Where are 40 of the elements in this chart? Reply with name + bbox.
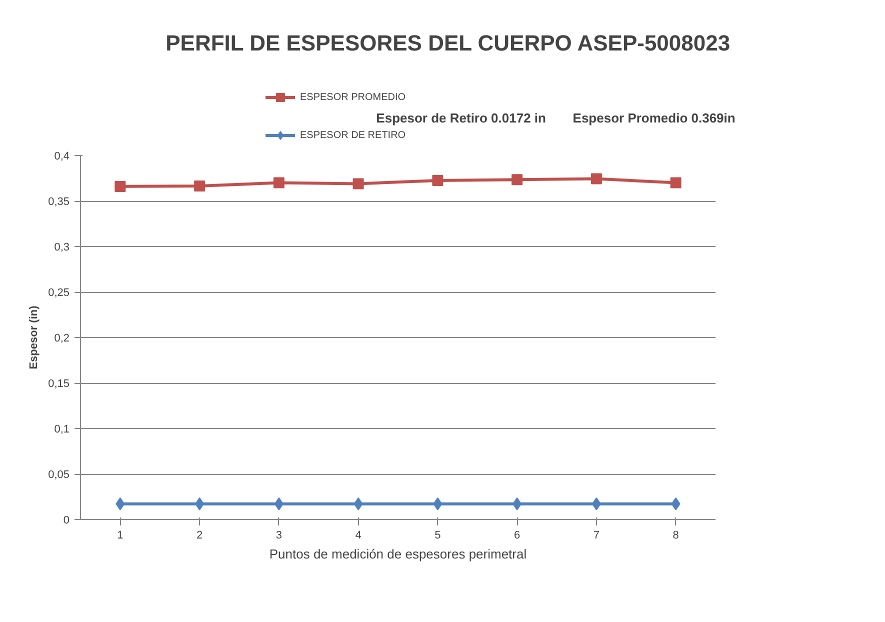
point	[512, 497, 522, 510]
x-tick-label: 4	[355, 530, 362, 542]
point	[590, 173, 602, 184]
y-tick-label: 0,2	[54, 332, 70, 344]
text: Espesor de Retiro 0.0172 in	[376, 110, 546, 126]
y-tick-label: 0,3	[54, 242, 70, 254]
point	[116, 497, 125, 510]
y-axis-title: Espesor (in)	[28, 305, 40, 370]
x-tick-label: 6	[514, 530, 520, 542]
point	[354, 497, 363, 510]
chart-title: PERFIL DE ESPESORES DEL CUERPO ASEP-5008023	[166, 30, 730, 56]
y-tick-label: 0,4	[54, 150, 70, 162]
point	[114, 180, 126, 192]
point	[433, 497, 442, 510]
point	[195, 497, 204, 510]
text: Espesor Promedio 0.369in	[572, 110, 736, 126]
x-tick-label: 5	[434, 530, 441, 542]
x-tick-label: 2	[196, 530, 203, 542]
x-tick-label: 3	[276, 530, 282, 542]
point	[671, 497, 680, 510]
y-tick-label: 0,25	[48, 287, 70, 299]
point	[592, 497, 601, 510]
x-tick-label: 8	[672, 530, 679, 542]
legend-label: ESPESOR PROMEDIO	[300, 92, 406, 102]
y-tick-label: 0,1	[54, 424, 70, 436]
point	[512, 174, 523, 186]
point	[274, 497, 284, 510]
y-tick-label: 0,15	[48, 378, 70, 390]
x-tick-label: 1	[117, 530, 124, 542]
legend-label: ESPESOR DE RETIRO	[300, 130, 406, 140]
y-tick-label: 0,05	[48, 469, 70, 481]
x-tick-label: 7	[593, 530, 600, 542]
point	[432, 175, 444, 186]
x-axis-title: Puntos de medición de espesores perimetral	[269, 546, 527, 562]
point	[273, 177, 284, 188]
point	[352, 178, 364, 190]
y-tick-label: 0,35	[48, 196, 70, 208]
y-tick-label: 0	[63, 514, 70, 526]
point	[194, 180, 206, 192]
point	[670, 177, 682, 188]
